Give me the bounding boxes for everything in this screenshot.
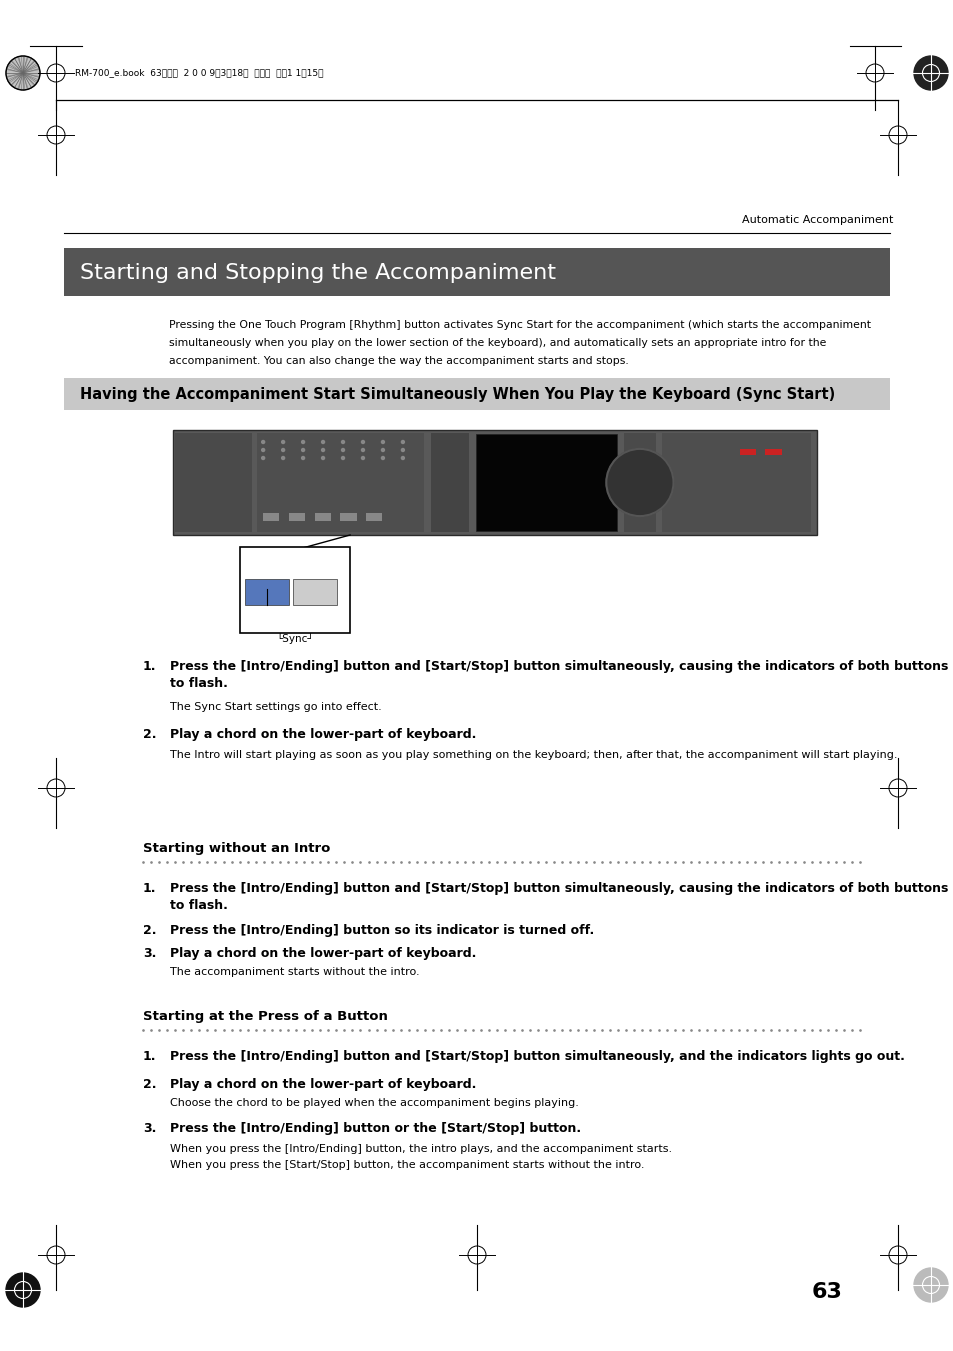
Circle shape [321,457,324,459]
Circle shape [301,440,304,443]
Circle shape [301,457,304,459]
Bar [764,449,781,455]
Circle shape [6,55,40,91]
Text: 2.: 2. [143,1078,156,1092]
Bar [172,430,816,535]
Text: Starting without an Intro: Starting without an Intro [143,842,330,855]
Text: Pressing the One Touch Program [Rhythm] button activates Sync Start for the acco: Pressing the One Touch Program [Rhythm] … [169,320,870,330]
Bar [476,434,617,531]
Text: Choose the chord to be played when the accompaniment begins playing.: Choose the chord to be played when the a… [170,1098,578,1108]
Text: The accompaniment starts without the intro.: The accompaniment starts without the int… [170,967,419,977]
Bar [64,249,889,296]
Text: Play a chord on the lower-part of keyboard.: Play a chord on the lower-part of keyboa… [170,947,476,961]
Circle shape [321,449,324,451]
Circle shape [381,449,384,451]
Bar [263,513,279,521]
Text: 63: 63 [811,1282,842,1302]
Bar [240,547,350,634]
Circle shape [913,1269,947,1302]
Circle shape [341,457,344,459]
Circle shape [381,457,384,459]
Text: Press the [Intro/Ending] button and [Start/Stop] button simultaneously, and the : Press the [Intro/Ending] button and [Sta… [170,1050,904,1063]
Circle shape [361,449,364,451]
Bar [174,434,252,532]
Text: RM-700_e.book  63ページ  2 0 0 9年3月18日  水曜日  午前1 1時15分: RM-700_e.book 63ページ 2 0 0 9年3月18日 水曜日 午前… [75,69,323,77]
Circle shape [6,1273,40,1306]
Text: 2.: 2. [143,728,156,740]
Circle shape [281,457,284,459]
Circle shape [401,440,404,443]
Circle shape [261,449,264,451]
Circle shape [301,449,304,451]
Bar [340,513,356,521]
Text: to flash.: to flash. [170,898,228,912]
Text: Press the [Intro/Ending] button and [Start/Stop] button simultaneously, causing : Press the [Intro/Ending] button and [Sta… [170,661,947,673]
Text: Automatic Accompaniment: Automatic Accompaniment [740,215,892,226]
Text: 1.: 1. [143,882,156,894]
Bar [314,513,331,521]
Circle shape [281,449,284,451]
Text: 3.: 3. [143,947,156,961]
Circle shape [261,440,264,443]
Text: Stop: Stop [288,573,312,584]
Text: Press the [Intro/Ending] button and [Start/Stop] button simultaneously, causing : Press the [Intro/Ending] button and [Sta… [170,882,947,894]
Text: When you press the [Intro/Ending] button, the intro plays, and the accompaniment: When you press the [Intro/Ending] button… [170,1144,672,1154]
Text: 1.: 1. [143,1050,156,1063]
Circle shape [261,457,264,459]
Circle shape [401,457,404,459]
Bar [366,513,382,521]
Circle shape [321,440,324,443]
Circle shape [606,449,673,516]
Bar [245,580,289,605]
Text: Ending: Ending [248,573,284,584]
Text: accompaniment. You can also change the way the accompaniment starts and stops.: accompaniment. You can also change the w… [169,357,628,366]
Text: Press the [Intro/Ending] button or the [Start/Stop] button.: Press the [Intro/Ending] button or the [… [170,1121,580,1135]
Text: The Sync Start settings go into effect.: The Sync Start settings go into effect. [170,703,381,712]
Text: Having the Accompaniment Start Simultaneously When You Play the Keyboard (Sync S: Having the Accompaniment Start Simultane… [80,388,835,403]
Text: Starting at the Press of a Button: Starting at the Press of a Button [143,1011,388,1023]
Bar [294,580,337,605]
Text: 3.: 3. [143,1121,156,1135]
Bar [661,434,810,532]
Circle shape [401,449,404,451]
Text: Start/: Start/ [288,561,317,571]
Text: to flash.: to flash. [170,677,228,690]
Circle shape [361,440,364,443]
Text: Play a chord on the lower-part of keyboard.: Play a chord on the lower-part of keyboa… [170,728,476,740]
Bar [64,378,889,409]
Text: 2.: 2. [143,924,156,938]
Bar [623,434,656,532]
Text: 1.: 1. [143,661,156,673]
Bar [430,434,469,532]
Text: When you press the [Start/Stop] button, the accompaniment starts without the int: When you press the [Start/Stop] button, … [170,1161,644,1170]
Circle shape [281,440,284,443]
Bar [256,434,424,532]
Text: Press the [Intro/Ending] button so its indicator is turned off.: Press the [Intro/Ending] button so its i… [170,924,594,938]
Circle shape [913,55,947,91]
Circle shape [381,440,384,443]
Text: The Intro will start playing as soon as you play something on the keyboard; then: The Intro will start playing as soon as … [170,750,897,761]
Text: Play a chord on the lower-part of keyboard.: Play a chord on the lower-part of keyboa… [170,1078,476,1092]
Circle shape [341,449,344,451]
Text: └Sync┘: └Sync┘ [276,634,314,644]
Text: Intro/: Intro/ [248,561,275,571]
Circle shape [341,440,344,443]
Circle shape [361,457,364,459]
Text: simultaneously when you play on the lower section of the keyboard), and automati: simultaneously when you play on the lowe… [169,338,825,349]
Text: Starting and Stopping the Accompaniment: Starting and Stopping the Accompaniment [80,263,556,282]
Bar [289,513,305,521]
Bar [739,449,755,455]
